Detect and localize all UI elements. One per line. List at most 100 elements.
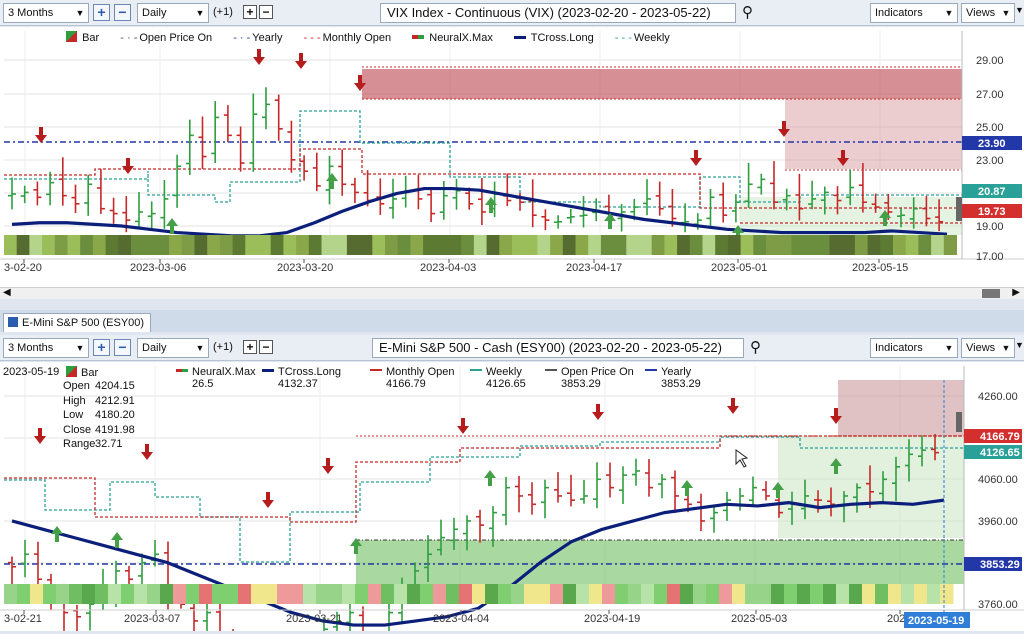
date-tick-label: 2023-04-17 — [566, 262, 622, 274]
neuralx-strip-cell — [169, 235, 183, 255]
neuralx-strip-cell — [486, 235, 500, 255]
chevron-down-icon[interactable]: ▼ — [1015, 340, 1024, 350]
neuralx-strip-cell — [277, 584, 291, 604]
neuralx-strip-cell — [121, 584, 135, 604]
neuralx-strip-cell — [118, 235, 132, 255]
neuralx-strip-cell — [689, 235, 703, 255]
vix-chart[interactable]: 3-02-20 2023-03-06 2023-03-20 2023-04-03 202… — [0, 27, 1024, 287]
neuralx-strip-cell — [485, 584, 499, 604]
neuralx-strip-cell — [563, 584, 577, 604]
scroll-thumb[interactable] — [982, 289, 1000, 298]
sell-arrow-stem — [596, 404, 600, 413]
tab-es-chart[interactable]: E-Mini S&P 500 (ESY00) — [3, 313, 152, 332]
chevron-down-icon[interactable]: ▼ — [1015, 5, 1024, 15]
scroll-right-icon[interactable]: ▶ — [1012, 287, 1020, 298]
es-chart[interactable]: 3-02-21 2023-03-07 2023-03-21 2023-04-04 202… — [0, 362, 1024, 634]
neuralx-strip-cell — [702, 235, 716, 255]
mouse-cursor-icon — [735, 449, 749, 468]
neuralx-strip-cell — [270, 235, 284, 255]
chart-title[interactable]: E-Mini S&P 500 - Cash (ESY00) (2023-02-2… — [372, 338, 744, 358]
neuralx-strip-cell — [342, 584, 356, 604]
interval-minus-button[interactable]: − — [259, 5, 273, 19]
neuralx-strip-cell — [173, 584, 187, 604]
interval-plus-button[interactable]: + — [243, 340, 257, 354]
neuralx-strip-cell — [308, 235, 322, 255]
indicators-dropdown[interactable]: Indicators ▼ — [870, 3, 958, 23]
interval-adjust: (+1) — [213, 6, 233, 18]
zoom-out-button[interactable]: − — [114, 339, 131, 356]
legend-value: 4166.79 — [386, 378, 426, 390]
neuralx-strip-cell — [238, 584, 252, 604]
buy-arrow-icon — [111, 532, 123, 540]
indicators-dropdown[interactable]: Indicators ▼ — [870, 338, 958, 358]
buy-arrow-icon — [830, 458, 842, 466]
neuralx-strip-cell — [927, 584, 941, 604]
neuralx-strip-cell — [693, 584, 707, 604]
neuralx-strip-cell — [264, 584, 278, 604]
date-tick-label: 2023-05-03 — [731, 613, 787, 625]
zoom-in-button[interactable]: + — [93, 339, 110, 356]
neuralx-strip-cell — [498, 584, 512, 604]
neuralx-strip-cell — [303, 584, 317, 604]
sell-arrow-icon — [778, 129, 790, 137]
neuralx-strip-cell — [207, 235, 221, 255]
neuralx-strip-cell — [854, 235, 869, 255]
views-dropdown[interactable]: Views ▼ — [961, 3, 1015, 23]
neuralx-strip-cell — [4, 584, 18, 604]
neuralx-strip-cell — [849, 584, 863, 604]
scroll-left-icon[interactable]: ◀ — [3, 287, 11, 298]
neuralx-strip-cell — [147, 584, 161, 604]
views-dropdown[interactable]: Views ▼ — [961, 338, 1015, 358]
search-icon[interactable]: ⚲ — [750, 339, 761, 356]
chevron-down-icon: ▼ — [195, 8, 205, 18]
legend-swatch — [470, 369, 482, 372]
sell-arrow-icon — [253, 57, 265, 65]
legend-bar-entry: Bar — [66, 366, 98, 379]
neuralx-strip-cell — [199, 584, 213, 604]
neuralx-strip-cell — [95, 584, 109, 604]
legend-yearly: Yearly — [252, 32, 283, 44]
sell-arrow-stem — [326, 458, 330, 467]
ohlc-label: Range — [63, 438, 96, 450]
vix-chart-svg: 3-02-20 2023-03-06 2023-03-20 2023-04-03 202… — [0, 31, 1024, 274]
horizontal-scrollbar[interactable]: ◀ ▶ — [0, 287, 1024, 299]
legend-name: NeuralX.Max — [192, 366, 256, 378]
period-dropdown[interactable]: 3 Months ▼ — [3, 338, 89, 358]
neuralx-strip-cell — [732, 584, 746, 604]
chevron-down-icon: ▼ — [75, 8, 85, 18]
interval-minus-button[interactable]: − — [259, 340, 273, 354]
ohlc-row: Open 4204.15 — [63, 380, 135, 392]
neuralx-strip-cell — [651, 235, 665, 255]
interval-dropdown[interactable]: Daily ▼ — [137, 3, 209, 23]
legend-name: Open Price On — [561, 366, 634, 378]
sell-arrow-stem — [39, 127, 43, 136]
neuralx-strip-cell — [745, 584, 759, 604]
buy-arrow-icon — [732, 225, 744, 233]
chart-title[interactable]: VIX Index - Continuous (VIX) (2023-02-20… — [380, 3, 736, 23]
bar-icon — [66, 366, 77, 377]
zoom-in-button[interactable]: + — [93, 4, 110, 21]
sell-arrow-icon — [592, 412, 604, 420]
neuralx-strip-cell — [316, 584, 330, 604]
sell-arrow-icon — [34, 436, 46, 444]
search-icon[interactable]: ⚲ — [742, 4, 753, 21]
neuralx-strip-cell — [918, 235, 932, 255]
zoom-out-button[interactable]: − — [114, 4, 131, 21]
chart-icon — [8, 317, 18, 327]
neuralx-strip-cell — [181, 235, 195, 255]
period-dropdown[interactable]: 3 Months ▼ — [3, 3, 89, 23]
buy-arrow-icon — [604, 213, 616, 221]
current-date-label: 2023-05-19 — [908, 615, 964, 627]
neuralx-strip-cell — [715, 235, 729, 255]
ohlc-row: Range32.71 — [63, 438, 123, 450]
neuralx-strip-cell — [524, 584, 538, 604]
legend-tcross: TCross.Long — [530, 32, 594, 44]
neuralx-strip-cell — [766, 235, 780, 255]
interval-plus-button[interactable]: + — [243, 5, 257, 19]
resistance-zone — [785, 99, 962, 169]
tcross-long-line — [11, 498, 945, 627]
interval-dropdown[interactable]: Daily ▼ — [137, 338, 209, 358]
price-tick-label: 19.00 — [976, 221, 1004, 233]
sell-arrow-icon — [727, 406, 739, 414]
neuralx-strip-cell — [372, 235, 386, 255]
